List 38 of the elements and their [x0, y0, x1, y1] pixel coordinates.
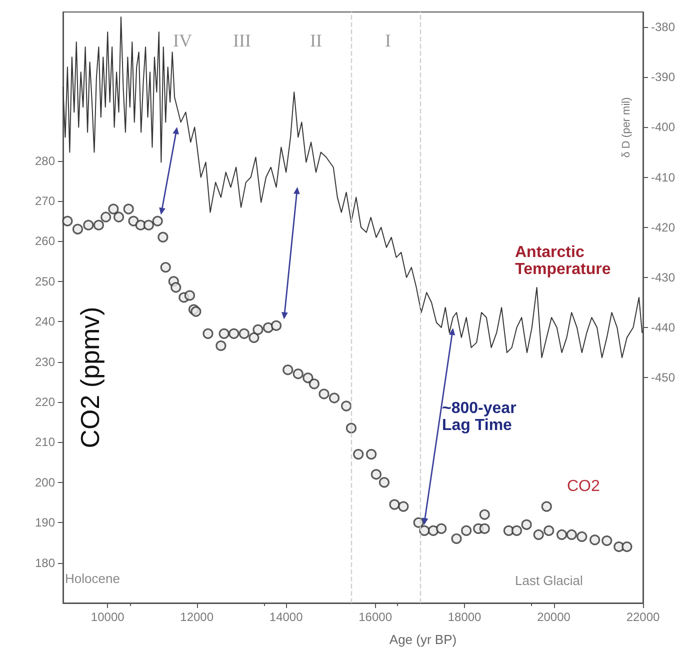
annotation: I: [385, 30, 391, 50]
y-tick-label: 180: [34, 556, 56, 570]
annotation: Holocene: [65, 571, 120, 586]
y2-tick-label: -380: [651, 20, 676, 34]
y-tick-label: 240: [34, 314, 56, 329]
annotation: Last Glacial: [515, 573, 584, 588]
y-tick-label: 220: [34, 394, 56, 409]
y-tick-label: 230: [34, 354, 56, 369]
annotation: Antarctic Temperature: [515, 244, 611, 278]
x-tick-label: 12000: [180, 610, 214, 624]
y-tick-label: 280: [34, 154, 56, 168]
x-tick-label: 20000: [537, 610, 571, 624]
annotation: III: [233, 30, 251, 50]
y-tick-label: 210: [34, 435, 56, 450]
y2-tick-label: -390: [651, 70, 676, 84]
y-tick-label: 200: [34, 475, 56, 490]
annotation: CO2: [567, 478, 600, 495]
annotation: ~800-year Lag Time: [442, 400, 521, 434]
y2-axis-title: δ D (per mil): [620, 97, 632, 158]
annotation: IV: [173, 30, 192, 50]
y-tick-label: 190: [34, 516, 56, 530]
x-tick-label: 14000: [269, 610, 304, 624]
y-axis-title: CO2 (ppmv): [75, 306, 105, 448]
y-tick-label: 260: [34, 234, 56, 248]
y2-tick-label: -450: [651, 370, 676, 385]
y2-tick-label: -420: [651, 220, 676, 234]
x-tick-label: 18000: [448, 610, 482, 624]
y2-tick-label: -440: [651, 320, 676, 335]
x-tick-label: 16000: [358, 610, 392, 624]
y2-tick-label: -410: [651, 170, 676, 184]
x-tick-label: 10000: [90, 610, 125, 624]
x-axis-title: Age (yr BP): [389, 632, 457, 647]
annotation: II: [310, 30, 322, 50]
y-tick-label: 270: [34, 194, 56, 208]
x-tick-label: 22000: [626, 610, 660, 624]
y2-tick-label: -430: [651, 270, 676, 284]
y-tick-label: 250: [34, 274, 56, 288]
y2-tick-label: -400: [651, 120, 676, 134]
